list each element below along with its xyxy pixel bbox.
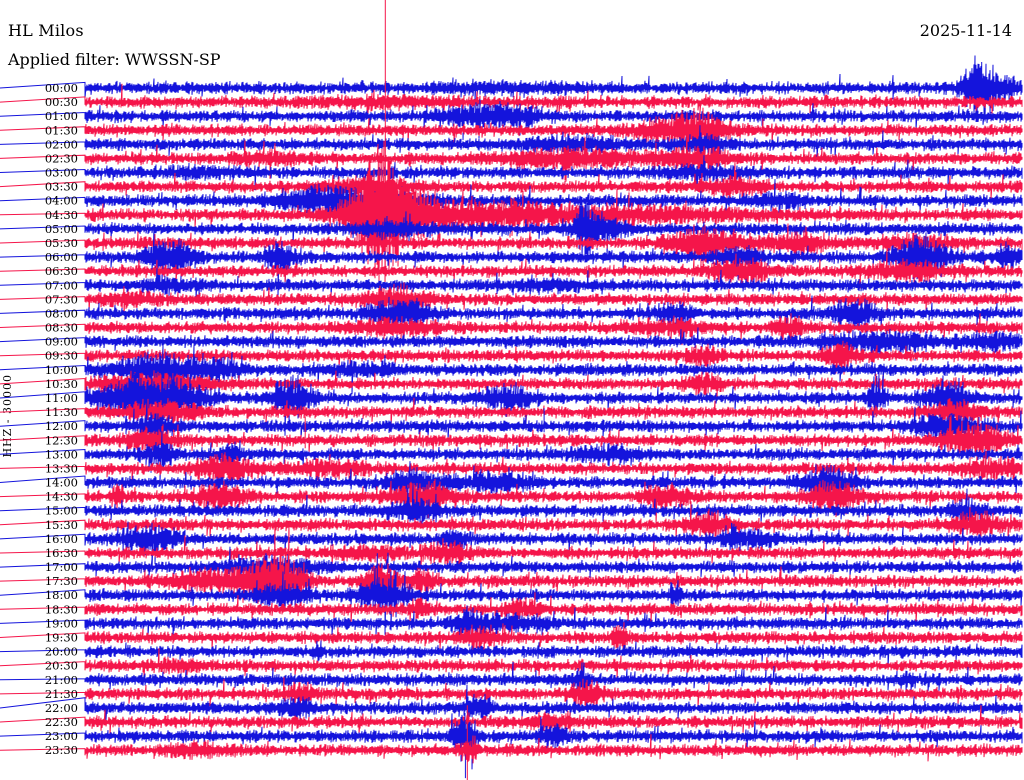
trace-row-16:30 <box>0 535 1023 571</box>
trace-row-09:00 <box>0 327 1023 375</box>
time-label: 04:30 <box>45 208 78 222</box>
time-label: 22:30 <box>45 715 78 729</box>
trace-row-15:30 <box>0 501 1023 541</box>
time-label: 16:00 <box>45 532 78 546</box>
trace-row-01:30 <box>0 107 1023 162</box>
trace-row-23:30 <box>0 705 1023 780</box>
time-label: 15:00 <box>45 504 78 518</box>
trace-row-05:30 <box>0 223 1023 277</box>
time-label: 04:00 <box>45 194 78 208</box>
time-label: 13:00 <box>45 447 78 461</box>
trace-row-17:00 <box>0 546 1023 586</box>
time-label: 00:00 <box>45 81 78 95</box>
trace-row-01:00 <box>0 98 1023 141</box>
trace-row-07:30 <box>0 282 1023 320</box>
time-label: 14:30 <box>45 490 78 504</box>
trace-row-00:00 <box>0 55 1023 122</box>
trace-row-09:30 <box>0 340 1023 375</box>
trace-row-18:30 <box>0 592 1023 624</box>
trace-row-15:00 <box>0 484 1023 526</box>
trace-row-00:30 <box>0 83 1023 116</box>
trace-row-17:30 <box>0 520 1023 607</box>
time-label: 10:30 <box>45 377 78 391</box>
trace-row-06:00 <box>0 224 1023 298</box>
time-label: 19:00 <box>45 616 78 630</box>
applied-filter-label: Applied filter: WWSSN-SP <box>8 50 221 69</box>
time-label: 03:30 <box>45 180 78 194</box>
trace-row-08:00 <box>0 295 1023 333</box>
time-label: 06:00 <box>45 250 78 264</box>
trace-row-16:00 <box>0 521 1023 572</box>
trace-row-19:00 <box>0 605 1023 647</box>
time-label: 20:30 <box>45 659 78 673</box>
trace-row-12:30 <box>0 414 1023 465</box>
time-label: 15:30 <box>45 518 78 532</box>
trace-row-22:00 <box>0 684 1023 723</box>
time-label: 16:30 <box>45 546 78 560</box>
time-label: 23:00 <box>45 729 78 743</box>
trace-row-10:00 <box>0 344 1023 399</box>
time-label: 11:30 <box>45 405 78 419</box>
time-label: 02:30 <box>45 151 78 165</box>
time-label: 17:30 <box>45 574 78 588</box>
trace-row-10:30 <box>0 370 1023 400</box>
time-label: 11:00 <box>45 391 78 405</box>
trace-row-07:00 <box>0 268 1023 300</box>
trace-row-13:30 <box>0 450 1023 489</box>
time-label: 09:30 <box>45 349 78 363</box>
time-label: 13:30 <box>45 461 78 475</box>
time-label: 18:00 <box>45 588 78 602</box>
time-label: 08:00 <box>45 306 78 320</box>
station-title: HL Milos <box>8 21 84 40</box>
trace-row-02:00 <box>0 125 1023 166</box>
time-label: 01:30 <box>45 123 78 137</box>
trace-row-14:00 <box>0 461 1023 511</box>
time-label: 10:00 <box>45 363 78 377</box>
trace-row-11:30 <box>0 397 1023 432</box>
trace-row-21:30 <box>0 677 1023 724</box>
time-label: 23:30 <box>45 743 78 757</box>
time-label: 05:30 <box>45 236 78 250</box>
time-label: 22:00 <box>45 701 78 715</box>
trace-row-20:00 <box>0 640 1023 668</box>
time-label: 00:30 <box>45 95 78 109</box>
trace-row-22:30 <box>0 705 1023 735</box>
trace-row-14:30 <box>0 478 1023 528</box>
time-label: 05:00 <box>45 222 78 236</box>
time-label: 12:00 <box>45 419 78 433</box>
plot-date: 2025-11-14 <box>919 21 1012 40</box>
time-label: 07:00 <box>45 278 78 292</box>
time-label: 17:00 <box>45 560 78 574</box>
trace-row-02:30 <box>0 127 1023 182</box>
time-label: 08:30 <box>45 321 78 335</box>
trace-row-19:30 <box>0 622 1023 653</box>
time-label: 01:00 <box>45 109 78 123</box>
trace-row-11:00 <box>0 356 1023 436</box>
trace-row-03:30 <box>0 160 1023 206</box>
trace-row-03:00 <box>0 155 1023 192</box>
trace-row-08:30 <box>0 313 1023 346</box>
trace-row-12:00 <box>0 392 1023 446</box>
time-label: 03:00 <box>45 166 78 180</box>
time-label: 09:00 <box>45 335 78 349</box>
time-label: 06:30 <box>45 264 78 278</box>
time-label: 07:30 <box>45 292 78 306</box>
trace-row-20:30 <box>0 648 1023 678</box>
trace-row-18:00 <box>0 553 1023 635</box>
time-label: 19:30 <box>45 631 78 645</box>
time-label: 12:30 <box>45 433 78 447</box>
time-label: 14:00 <box>45 476 78 490</box>
time-label: 02:00 <box>45 137 78 151</box>
time-label: 21:30 <box>45 687 78 701</box>
trace-row-13:00 <box>0 431 1023 485</box>
time-label: 21:00 <box>45 673 78 687</box>
trace-row-05:00 <box>0 193 1023 263</box>
time-label: 20:00 <box>45 645 78 659</box>
time-label: 18:30 <box>45 602 78 616</box>
